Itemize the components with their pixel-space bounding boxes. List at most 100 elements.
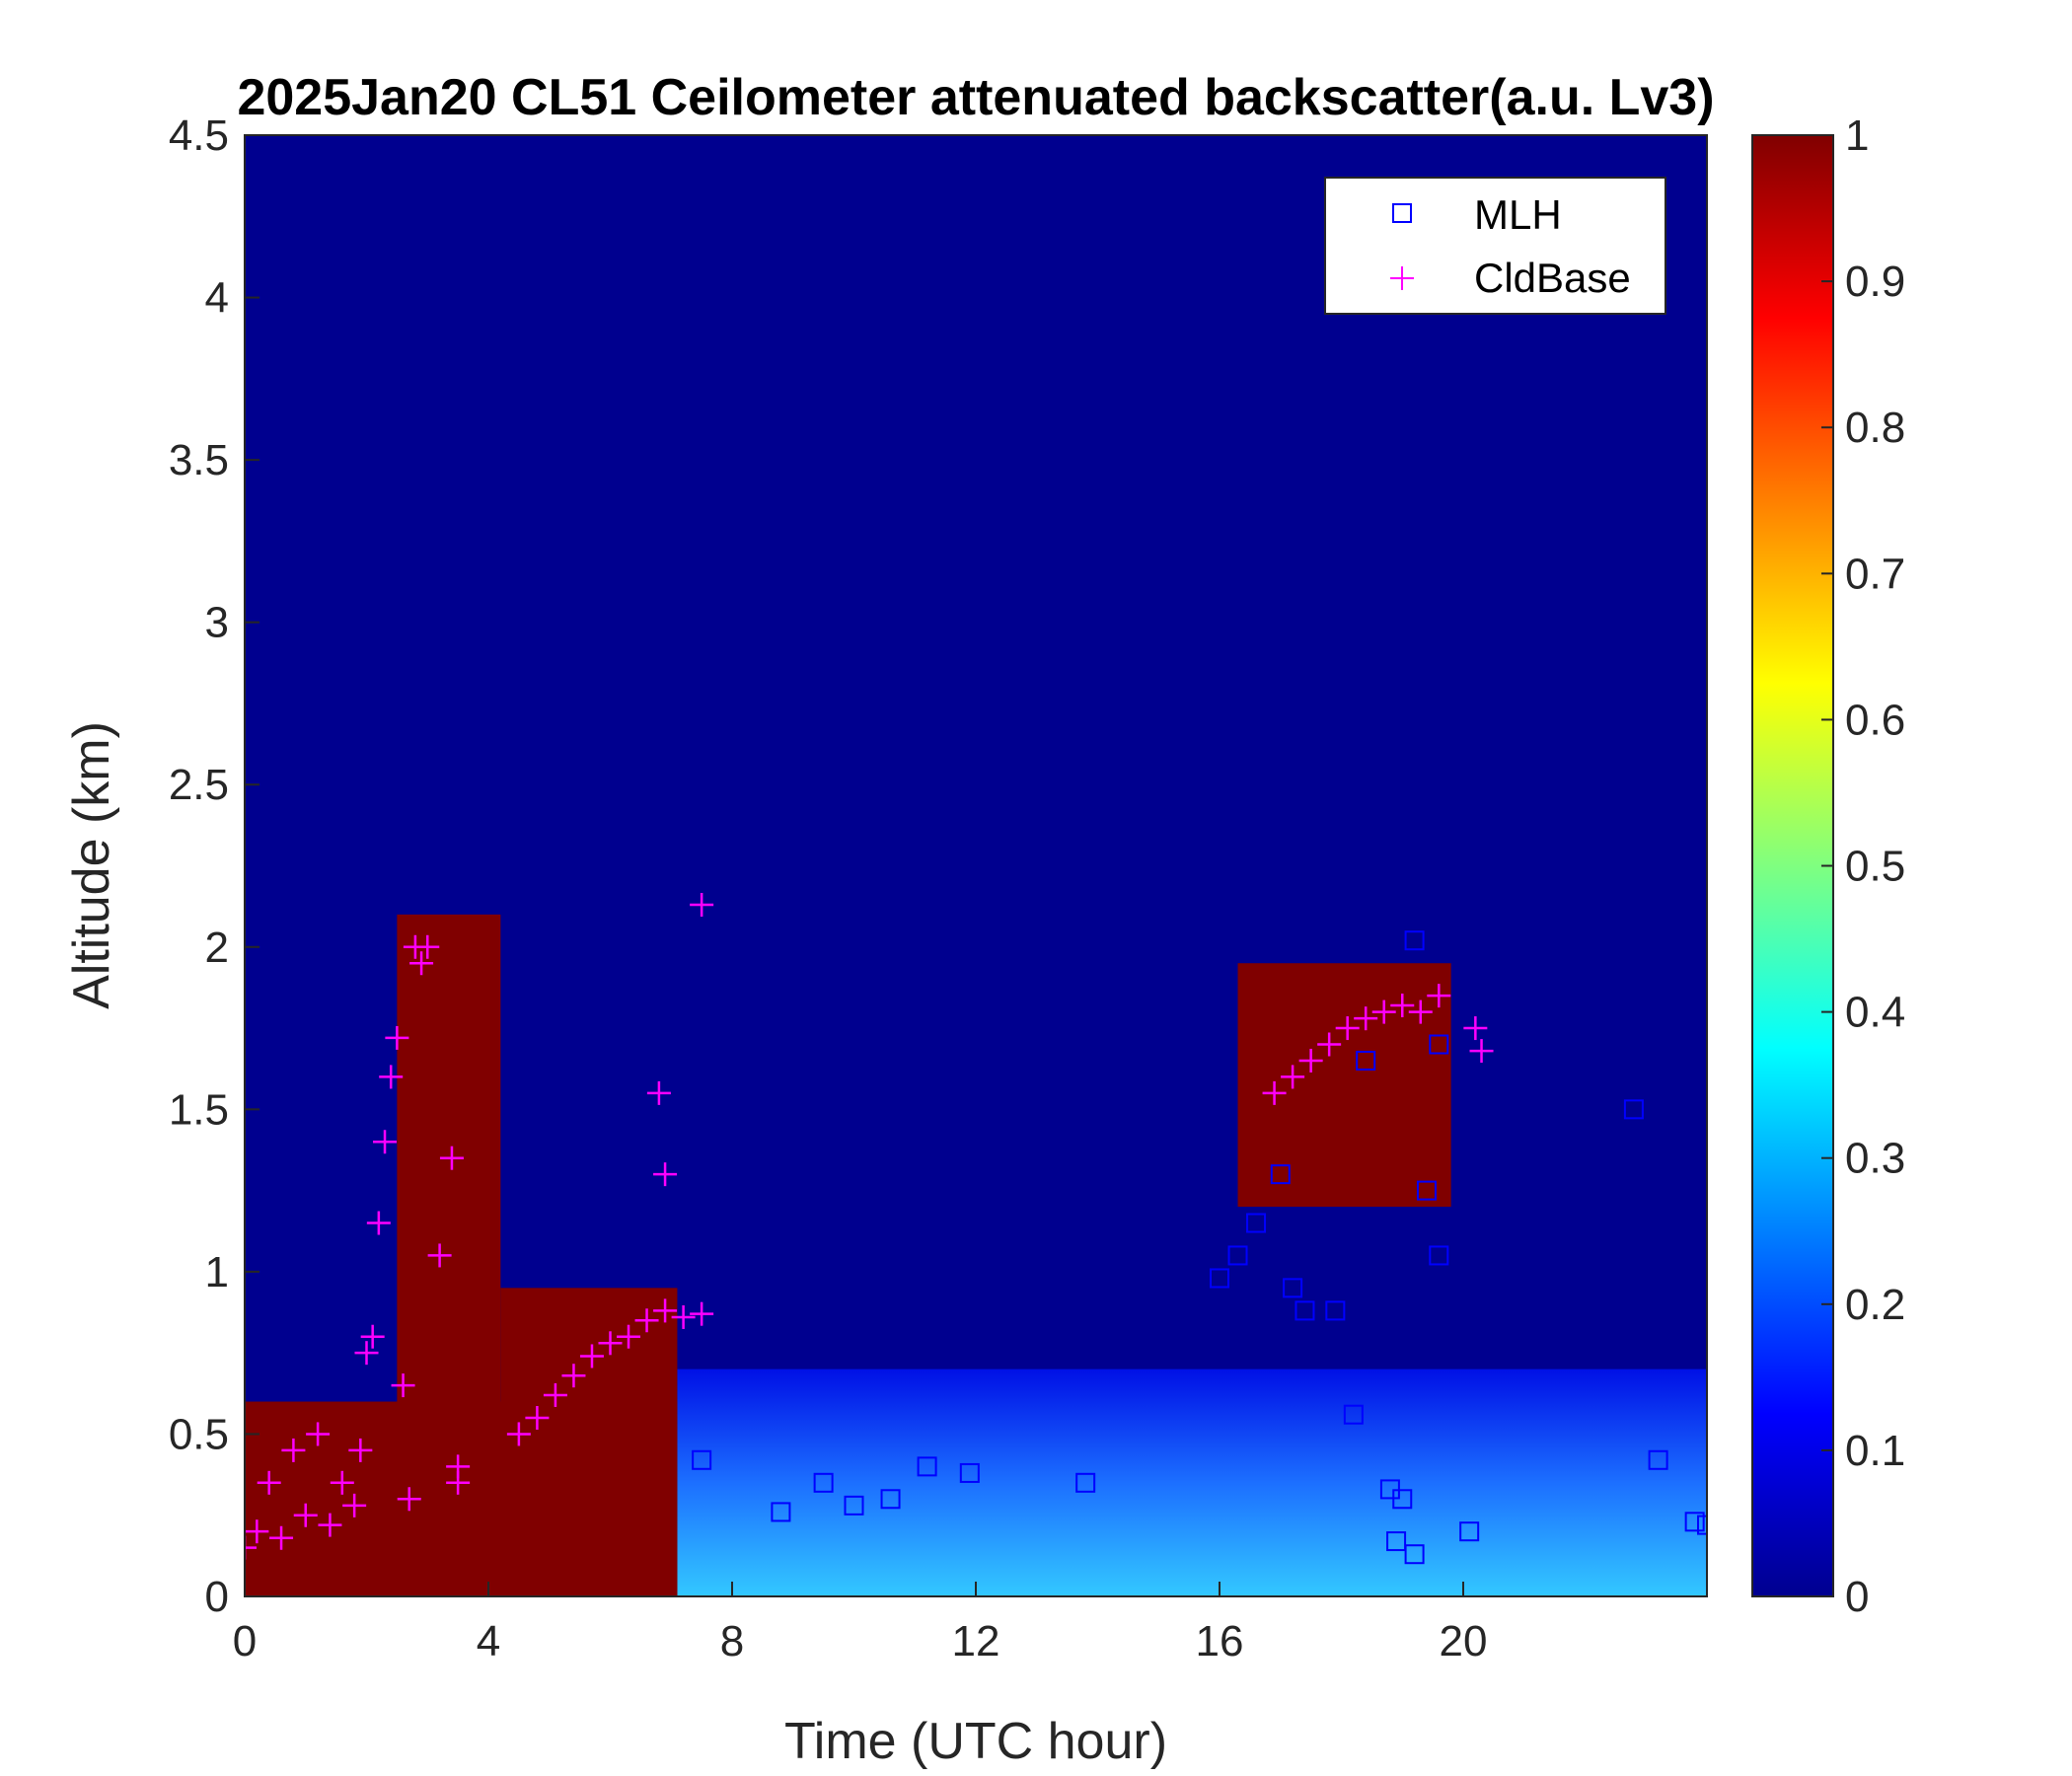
mlh-marker — [917, 1456, 937, 1477]
y-tick-label: 4 — [205, 274, 229, 323]
cldbase-marker — [690, 1301, 714, 1326]
colorbar-tick-label: 0 — [1845, 1573, 1869, 1621]
heatmap-region-cloud-main — [500, 1288, 678, 1596]
y-tick-label: 2 — [205, 924, 229, 972]
cldbase-marker — [342, 1493, 367, 1517]
cldbase-marker — [1335, 1016, 1360, 1041]
cldbase-marker — [257, 1470, 281, 1495]
cldbase-marker — [409, 951, 434, 976]
y-axis-title: Altitude (km) — [63, 721, 120, 1009]
legend-box — [1324, 177, 1666, 315]
y-tick-label: 0 — [205, 1573, 229, 1621]
x-tick-label: 16 — [1196, 1617, 1244, 1665]
y-tick-label: 1.5 — [169, 1085, 229, 1134]
cldbase-marker — [318, 1513, 342, 1537]
legend-cldbase-label: CldBase — [1474, 255, 1631, 301]
colorbar-tick-label: 0.4 — [1845, 989, 1905, 1037]
cldbase-marker — [366, 1211, 391, 1235]
cldbase-marker — [391, 1373, 415, 1398]
mlh-marker — [844, 1495, 864, 1516]
mlh-marker — [1404, 930, 1425, 951]
cldbase-marker — [579, 1344, 604, 1369]
legend: MLH CldBase — [1324, 177, 1666, 315]
cldbase-marker — [373, 1130, 398, 1154]
mlh-marker — [1075, 1472, 1096, 1493]
cldbase-marker — [354, 1341, 379, 1366]
y-tick-label: 4.5 — [169, 111, 229, 160]
mlh-marker — [1210, 1268, 1229, 1289]
cldbase-marker — [1354, 1006, 1378, 1031]
mlh-marker — [1623, 1099, 1644, 1120]
mlh-marker — [1270, 1164, 1291, 1185]
x-axis-title: Time (UTC hour) — [784, 1713, 1167, 1770]
mlh-marker — [1386, 1531, 1407, 1552]
cldbase-marker — [1408, 999, 1433, 1024]
cldbase-marker — [245, 1535, 257, 1560]
mlh-marker — [1684, 1512, 1705, 1532]
y-tick-label: 3 — [205, 599, 229, 647]
mlh-marker — [1392, 1489, 1413, 1510]
colorbar-tick-label: 0.5 — [1845, 843, 1905, 891]
mlh-marker — [1227, 1245, 1248, 1266]
cldbase-marker — [293, 1503, 318, 1527]
colorbar-tick-label: 0.7 — [1845, 550, 1905, 598]
x-tick-label: 20 — [1440, 1617, 1488, 1665]
mlh-marker — [1648, 1449, 1668, 1470]
cldbase-marker — [397, 1487, 421, 1512]
colorbar-tick-label: 0.6 — [1845, 696, 1905, 744]
cldbase-marker — [269, 1525, 294, 1550]
colorbar — [1751, 134, 1834, 1597]
cldbase-marker — [671, 1304, 696, 1329]
cldbase-marker — [543, 1382, 567, 1407]
colorbar-tick-label: 0.8 — [1845, 404, 1905, 452]
cldbase-marker — [360, 1324, 385, 1349]
cldbase-marker — [446, 1470, 471, 1495]
colorbar-ticks: 0 0.1 0.2 0.3 0.4 0.5 0.6 0.7 0.8 0.9 1 — [1821, 111, 1905, 1621]
marker-layer — [245, 892, 1707, 1565]
cldbase-marker — [439, 1146, 464, 1170]
cldbase-marker — [634, 1308, 659, 1333]
cldbase-marker — [281, 1438, 306, 1462]
heatmap-region-aerosol-layer — [677, 1369, 1707, 1596]
legend-mlh-label: MLH — [1474, 191, 1562, 238]
mlh-marker — [1356, 1050, 1376, 1071]
chart-title: 2025Jan20 CL51 Ceilometer attenuated bac… — [237, 69, 1714, 126]
colorbar-tick-label: 0.9 — [1845, 258, 1905, 306]
cldbase-marker — [427, 1243, 452, 1268]
cldbase-marker — [617, 1324, 641, 1349]
mlh-marker — [1429, 1245, 1449, 1266]
cldbase-marker — [348, 1438, 373, 1462]
x-tick-label: 4 — [477, 1617, 500, 1665]
cldbase-marker — [506, 1422, 531, 1446]
cldbase-marker — [1281, 1065, 1305, 1089]
mlh-marker — [1404, 1544, 1425, 1565]
legend-cldbase-marker — [1390, 266, 1414, 290]
mlh-marker — [1343, 1404, 1364, 1425]
y-tick-label: 2.5 — [169, 761, 229, 809]
cldbase-marker — [1463, 1016, 1488, 1041]
cldbase-marker — [306, 1422, 331, 1446]
mlh-marker — [1295, 1300, 1315, 1321]
mlh-marker — [880, 1489, 901, 1510]
cldbase-marker — [1469, 1039, 1494, 1064]
x-tick-label: 12 — [952, 1617, 1000, 1665]
cldbase-marker — [646, 1080, 671, 1105]
cldbase-marker — [385, 1025, 409, 1050]
axes: 0 4 8 12 16 20 0 0.5 1 1.5 2 2.5 3 3.5 4 4.5 — [169, 111, 1488, 1665]
legend-mlh-marker — [1392, 203, 1412, 223]
cldbase-marker — [1371, 999, 1396, 1024]
cldbase-marker — [690, 892, 714, 917]
cldbase-marker — [1427, 984, 1451, 1008]
mlh-marker — [1459, 1521, 1480, 1542]
mlh-marker — [692, 1449, 712, 1470]
mlh-marker — [959, 1462, 980, 1483]
mlh-marker — [1429, 1034, 1449, 1055]
cldbase-marker — [561, 1364, 586, 1388]
colorbar-tick-label: 1 — [1845, 111, 1869, 160]
cldbase-marker — [1390, 994, 1415, 1018]
x-tick-label: 0 — [233, 1617, 257, 1665]
mlh-marker — [1283, 1278, 1303, 1298]
cldbase-marker — [1298, 1048, 1323, 1073]
colorbar-tick-label: 0.3 — [1845, 1135, 1905, 1183]
y-tick-label: 3.5 — [169, 436, 229, 484]
